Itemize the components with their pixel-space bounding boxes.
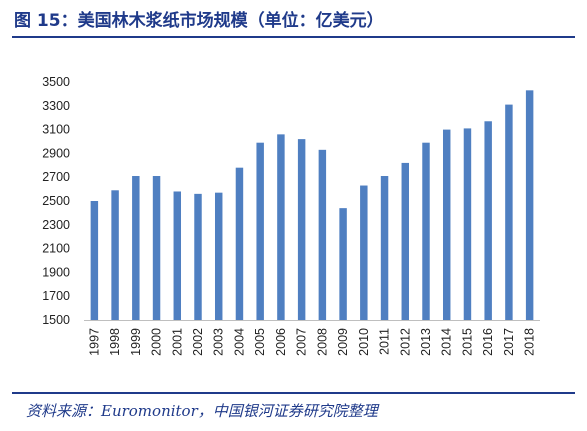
y-tick-label: 2900 (42, 146, 70, 160)
x-tick-label: 2018 (523, 328, 537, 356)
x-tick-label: 1999 (129, 328, 143, 356)
x-tick-label: 1998 (108, 328, 122, 356)
y-tick-label: 1700 (42, 289, 70, 303)
bar-2004 (235, 167, 244, 320)
x-tick-label: 2015 (460, 328, 474, 356)
chart-title: 图 15：美国林木浆纸市场规模（单位：亿美元） (14, 11, 384, 31)
y-tick-label: 1500 (42, 313, 70, 327)
y-axis: 1500 1700 1900 2100 2300 2500 2700 2900 3100 3300… (42, 75, 70, 327)
x-tick-label: 2006 (274, 328, 288, 356)
bar-2018 (525, 90, 534, 320)
x-tick-label: 2014 (440, 328, 454, 356)
x-tick-label: 2017 (502, 328, 516, 356)
bar-2002 (194, 193, 202, 320)
x-tick-label: 2010 (357, 328, 371, 356)
bar-1998 (111, 190, 119, 320)
y-tick-label: 3100 (42, 123, 70, 137)
x-tick-label: 2009 (336, 328, 350, 356)
bars (90, 90, 534, 321)
bar-2003 (214, 192, 223, 320)
y-tick-label: 3500 (42, 75, 70, 89)
bar-2001 (173, 191, 182, 320)
source-note: 资料来源：Euromonitor，中国银河证券研究院整理 (26, 402, 378, 420)
y-tick-label: 2700 (42, 170, 70, 184)
x-tick-label: 2007 (295, 328, 309, 356)
bar-2016 (484, 121, 492, 321)
x-tick-label: 2000 (150, 328, 164, 356)
x-tick-label: 2011 (378, 328, 392, 355)
x-tick-label: 2003 (212, 328, 226, 356)
y-tick-label: 1900 (42, 265, 70, 279)
x-tick-label: 2012 (398, 328, 412, 356)
bar-2014 (442, 129, 451, 320)
x-tick-label: 2005 (253, 328, 267, 356)
x-tick-label: 2016 (481, 328, 495, 356)
bar-2011 (380, 176, 389, 320)
bar-2013 (422, 142, 430, 320)
bar-2000 (152, 176, 161, 320)
x-axis: 1997 1998 1999 2000 2001 2002 2003 2004 2005 2006… (87, 328, 536, 356)
bar-1999 (132, 176, 140, 320)
y-tick-label: 2500 (42, 194, 70, 208)
bar-2012 (401, 162, 410, 320)
bar-2017 (505, 104, 513, 320)
y-tick-label: 3300 (42, 99, 70, 113)
bar-1997 (90, 201, 99, 320)
footer-rule (12, 392, 575, 394)
x-tick-label: 2013 (419, 328, 433, 356)
bar-2010 (360, 185, 368, 320)
x-tick-label: 2001 (170, 328, 184, 356)
bar-2007 (297, 139, 306, 320)
x-tick-label: 2004 (232, 328, 246, 356)
title-underline (12, 36, 575, 38)
bar-2006 (277, 134, 285, 320)
bar-2009 (339, 208, 347, 320)
y-tick-label: 2300 (42, 218, 70, 232)
x-tick-label: 2008 (315, 328, 329, 356)
bar-2015 (463, 128, 472, 320)
bar-2005 (256, 142, 264, 320)
y-tick-label: 2100 (42, 242, 70, 256)
x-tick-label: 1997 (87, 328, 101, 356)
bar-2008 (318, 149, 327, 320)
x-tick-label: 2002 (191, 328, 205, 356)
